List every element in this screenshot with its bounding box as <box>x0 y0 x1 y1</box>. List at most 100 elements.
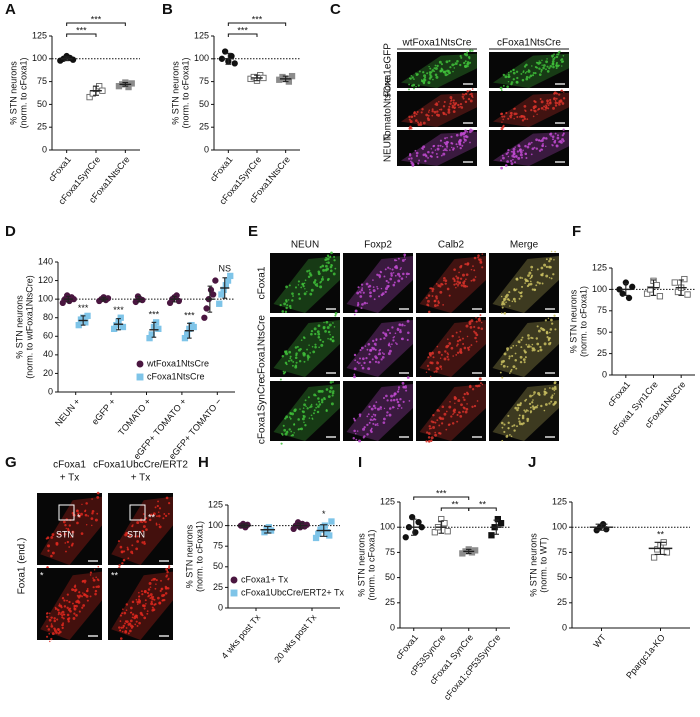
significance-label: *** <box>436 488 447 498</box>
micrograph-cell <box>509 370 512 373</box>
micrograph-cell <box>466 346 470 350</box>
micrograph-cell <box>446 287 450 291</box>
y-tick-label: 100 <box>592 284 607 294</box>
micrograph-cell <box>437 301 440 304</box>
micrograph-cell <box>458 336 460 338</box>
micrograph-cell <box>532 407 536 411</box>
micrograph-cell <box>388 413 392 417</box>
micrograph-cell <box>436 110 439 113</box>
micrograph-cell <box>60 606 63 609</box>
micrograph-cell <box>440 154 443 157</box>
micrograph-cell <box>280 442 283 445</box>
micrograph-cell <box>546 102 549 105</box>
micrograph-cell <box>46 615 49 618</box>
column-header: wtFoxa1NtsCre <box>402 38 472 49</box>
panel-letter: A <box>5 1 16 18</box>
micrograph-cell <box>549 387 551 389</box>
micrograph-cell <box>475 333 479 337</box>
micrograph-cell <box>398 323 402 327</box>
micrograph-cell <box>372 347 376 351</box>
micrograph-cell <box>470 344 473 346</box>
micrograph-cell <box>393 394 396 397</box>
micrograph-cell <box>93 569 96 571</box>
micrograph-cell <box>302 285 305 288</box>
significance-label: *** <box>252 14 263 24</box>
x-tick-label: NEUN + <box>53 396 82 428</box>
micrograph-cell <box>290 359 293 362</box>
micrograph-cell <box>471 96 474 98</box>
y-tick-label: 75 <box>597 305 607 315</box>
micrograph-cell <box>536 404 539 407</box>
micrograph-cell <box>367 413 370 416</box>
micrograph-cell <box>73 606 76 608</box>
significance-label: * <box>322 509 326 519</box>
micrograph-cell <box>443 412 447 416</box>
micrograph-cell <box>439 285 442 288</box>
micrograph-cell <box>449 96 453 99</box>
data-point <box>244 521 251 528</box>
micrograph-cell <box>477 326 480 330</box>
micrograph-cell <box>527 283 531 286</box>
micrograph-cell <box>464 100 468 104</box>
y-tick-label: 140 <box>38 256 53 266</box>
micrograph-cell <box>356 361 359 364</box>
micrograph-cell <box>329 386 333 390</box>
micrograph-cell <box>554 250 556 253</box>
y-axis-label: % STN neurons <box>356 533 366 597</box>
micrograph-cell <box>418 159 421 162</box>
micrograph-cell <box>542 143 544 145</box>
micrograph-cell <box>358 413 362 416</box>
micrograph-cell <box>433 67 436 70</box>
micrograph-cell <box>471 388 475 391</box>
micrograph-cell <box>285 430 289 434</box>
significance-label: *** <box>91 14 102 24</box>
micrograph-cell <box>67 617 70 621</box>
micrograph-cell <box>524 109 526 111</box>
micrograph-cell <box>453 412 455 414</box>
micrograph-cell <box>428 368 430 371</box>
micrograph-cell <box>390 394 394 398</box>
micrograph-cell <box>439 365 442 368</box>
micrograph-cell <box>283 302 287 306</box>
micrograph-cell <box>360 307 363 310</box>
micrograph-cell <box>501 426 504 429</box>
micrograph-cell <box>303 292 307 296</box>
row-label: cFoxa1 <box>257 266 268 299</box>
micrograph-cell <box>295 361 298 364</box>
micrograph-cell <box>353 375 356 379</box>
micrograph-cell <box>538 139 541 142</box>
micrograph-cell <box>308 269 311 272</box>
micrograph-cell <box>473 256 477 260</box>
micrograph-cell <box>167 512 170 515</box>
micrograph-cell <box>535 284 538 287</box>
micrograph-cell <box>395 266 399 270</box>
micrograph-cell <box>283 428 287 432</box>
micrograph-cell <box>158 523 160 526</box>
micrograph-cell <box>547 107 550 110</box>
significance-bracket <box>66 33 97 37</box>
micrograph-cell <box>367 285 370 288</box>
micrograph-cell <box>154 587 157 590</box>
micrograph-cell <box>331 339 334 343</box>
micrograph-cell <box>297 284 300 286</box>
micrograph-cell <box>405 389 408 392</box>
micrograph-cell <box>528 142 531 146</box>
micrograph-cell <box>373 417 376 421</box>
micrograph-cell <box>363 301 367 305</box>
y-tick-label: 0 <box>390 622 395 632</box>
micrograph-cell <box>453 268 456 272</box>
micrograph-cell <box>366 433 369 436</box>
data-point <box>104 295 112 302</box>
micrograph-cell <box>51 632 55 636</box>
data-point <box>203 305 210 312</box>
micrograph-cell <box>415 154 419 157</box>
micrograph-cell <box>433 144 436 147</box>
micrograph-cell <box>400 337 403 340</box>
micrograph-cell <box>61 624 63 627</box>
micrograph-cell <box>431 108 434 111</box>
micrograph-cell <box>536 281 539 284</box>
micrograph-cell <box>402 400 405 403</box>
data-point <box>128 80 135 87</box>
micrograph-cell <box>443 148 447 151</box>
micrograph-cell <box>134 535 136 538</box>
